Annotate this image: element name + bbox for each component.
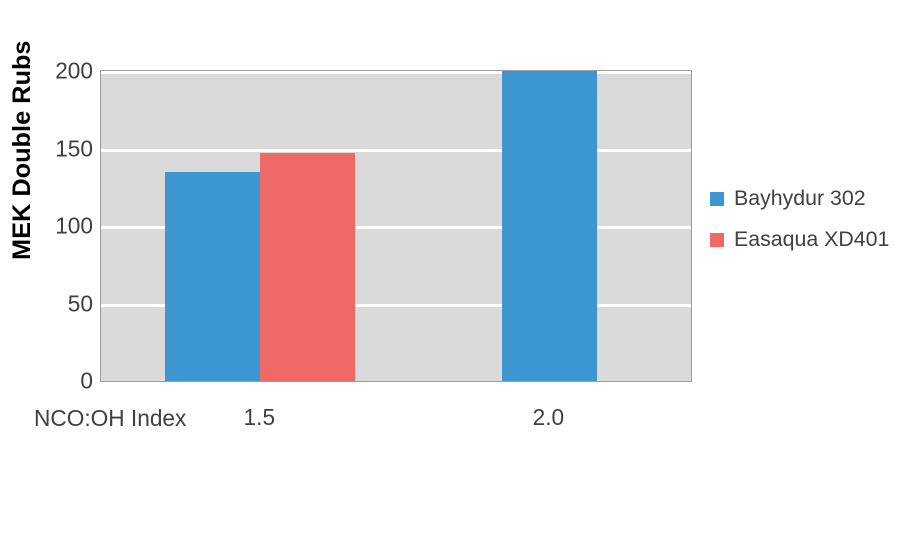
legend-item: Bayhydur 302	[710, 186, 889, 211]
plot-area: 050100150200	[100, 70, 692, 382]
bar	[502, 71, 597, 381]
legend-swatch	[710, 233, 724, 247]
gridline	[101, 149, 691, 152]
bar	[165, 172, 260, 381]
y-axis-title: MEK Double Rubs	[8, 40, 37, 260]
y-tick-label: 200	[55, 58, 93, 85]
y-tick-label: 0	[80, 368, 93, 395]
y-tick-label: 150	[55, 135, 93, 162]
legend-label: Bayhydur 302	[734, 186, 866, 211]
bar	[260, 153, 355, 381]
y-tick-label: 50	[68, 290, 93, 317]
x-tick-label: 2.0	[533, 404, 565, 431]
chart-container: MEK Double Rubs 050100150200 1.52.0 NCO:…	[0, 0, 900, 550]
legend-label: Easaqua XD401	[734, 227, 889, 252]
x-tick-label: 1.5	[244, 404, 276, 431]
x-axis-labels: 1.5 2.0	[100, 398, 690, 438]
x-axis-title: NCO:OH Index	[34, 405, 186, 432]
gridline	[101, 71, 691, 74]
y-tick-label: 100	[55, 213, 93, 240]
legend-item: Easaqua XD401	[710, 227, 889, 252]
legend: Bayhydur 302 Easaqua XD401	[710, 170, 889, 268]
legend-swatch	[710, 192, 724, 206]
